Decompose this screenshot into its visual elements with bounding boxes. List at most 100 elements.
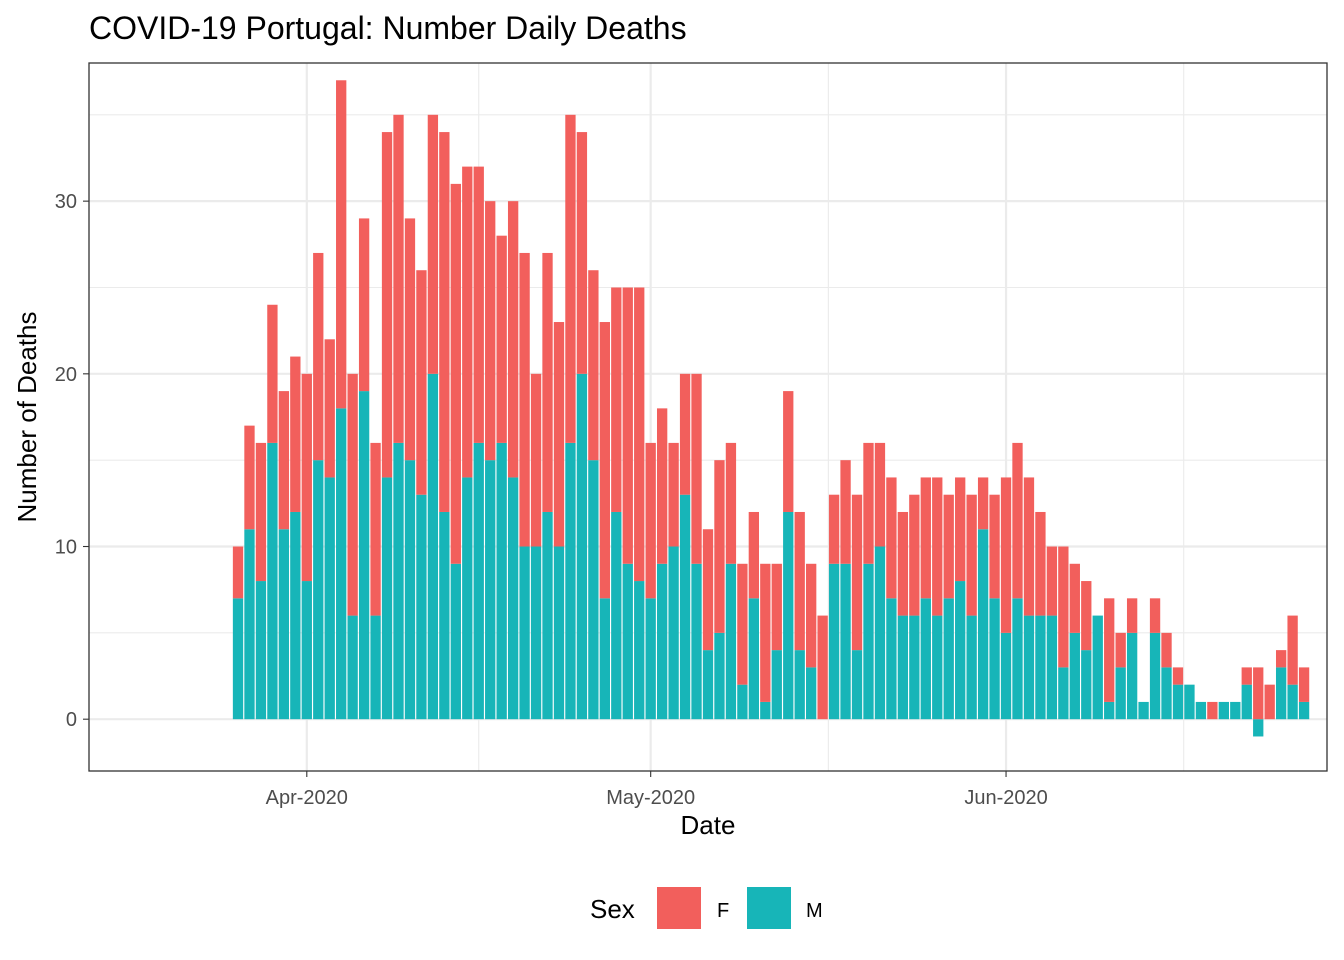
bar-f-49 — [794, 511, 805, 651]
legend: Sex F M — [590, 887, 823, 929]
bar-m-21 — [473, 442, 484, 720]
bar-f-25 — [519, 252, 530, 547]
bar-f-67 — [1000, 477, 1012, 633]
bar-f-93 — [1298, 667, 1310, 702]
bar-m-83 — [1184, 684, 1195, 720]
bar-f-38 — [668, 442, 679, 547]
bar-f-64 — [966, 494, 977, 616]
bar-f-8 — [324, 339, 335, 478]
bar-m-43 — [725, 563, 737, 720]
y-tick-label: 10 — [55, 537, 77, 559]
bar-f-65 — [977, 477, 989, 530]
bar-m-20 — [462, 477, 473, 720]
bar-m-35 — [634, 581, 645, 720]
bar-f-10 — [347, 373, 358, 616]
bar-m-36 — [645, 598, 656, 720]
bar-f-90 — [1264, 684, 1275, 720]
bar-m-40 — [691, 563, 702, 720]
bar-m-46 — [760, 701, 771, 720]
bar-m-71 — [1046, 615, 1058, 720]
plot-border — [88, 62, 1328, 772]
bar-m-68 — [1012, 598, 1023, 720]
bar-m-9 — [336, 408, 347, 720]
bar-m-92 — [1287, 684, 1298, 720]
bar-m-76 — [1104, 701, 1115, 720]
bar-f-39 — [679, 373, 691, 495]
bar-m-59 — [909, 615, 920, 720]
bar-m-18 — [439, 511, 450, 720]
bar-f-11 — [358, 218, 370, 392]
bar-m-3 — [267, 442, 278, 720]
bar-m-17 — [427, 373, 439, 720]
bar-f-76 — [1104, 598, 1115, 702]
bar-f-36 — [645, 442, 656, 599]
bar-f-89 — [1253, 667, 1264, 720]
bar-m-65 — [977, 529, 989, 720]
bar-m-52 — [828, 563, 840, 720]
legend-title: Sex — [590, 894, 635, 924]
bar-m-69 — [1023, 615, 1035, 720]
bar-m-29 — [565, 442, 576, 720]
bar-m-73 — [1069, 632, 1080, 720]
legend-swatch-f — [657, 887, 701, 929]
bar-f-47 — [771, 563, 782, 651]
bar-f-5 — [290, 356, 301, 512]
bar-m-15 — [404, 460, 416, 720]
bar-f-52 — [828, 494, 840, 564]
bar-m-1 — [244, 529, 255, 720]
bar-f-35 — [634, 287, 645, 582]
bar-m-42 — [714, 632, 725, 720]
bar-m-31 — [588, 460, 599, 720]
bar-m-64 — [966, 615, 977, 720]
bar-m-28 — [553, 546, 565, 720]
bar-m-84 — [1195, 701, 1207, 720]
bar-m-5 — [290, 511, 301, 720]
bar-f-43 — [725, 442, 737, 564]
bar-m-2 — [255, 581, 267, 720]
bar-f-9 — [336, 80, 347, 409]
bar-m-44 — [737, 684, 748, 720]
bar-m-45 — [748, 598, 760, 720]
bar-f-66 — [989, 494, 1000, 599]
bar-m-62 — [943, 598, 954, 720]
bar-f-55 — [863, 442, 874, 564]
bar-m-23 — [496, 442, 507, 720]
bar-m-14 — [393, 442, 404, 720]
bar-f-91 — [1275, 650, 1287, 668]
bar-f-12 — [370, 442, 381, 616]
bar-m-34 — [622, 563, 633, 720]
y-axis: 0 10 20 30 — [55, 191, 89, 731]
bar-f-48 — [783, 391, 794, 512]
bar-f-0 — [232, 546, 244, 599]
bar-f-62 — [943, 494, 954, 599]
bar-f-29 — [565, 114, 576, 443]
bar-f-77 — [1115, 632, 1126, 668]
bar-f-61 — [932, 477, 943, 616]
x-axis-title: Date — [681, 810, 736, 840]
bar-f-92 — [1287, 615, 1298, 685]
bar-m-60 — [920, 598, 931, 720]
bar-m-41 — [702, 650, 714, 720]
bar-m-53 — [840, 563, 851, 720]
bar-f-23 — [496, 235, 507, 443]
bar-f-22 — [485, 201, 496, 461]
bar-f-31 — [588, 270, 599, 461]
y-axis-title: Number of Deaths — [12, 312, 42, 523]
bar-f-68 — [1012, 442, 1023, 599]
bar-f-58 — [897, 511, 909, 616]
bar-m-58 — [897, 615, 909, 720]
bar-m-13 — [381, 477, 393, 720]
bar-f-18 — [439, 132, 450, 512]
bar-f-2 — [255, 442, 267, 582]
bar-f-73 — [1069, 563, 1080, 633]
bar-m-81 — [1161, 667, 1172, 720]
bar-m-47 — [771, 650, 782, 720]
bar-f-78 — [1126, 598, 1138, 633]
bar-m-93 — [1298, 701, 1310, 720]
bar-m-37 — [656, 563, 668, 720]
bar-f-14 — [393, 114, 404, 443]
bar-m-87 — [1230, 701, 1241, 720]
bar-m-49 — [794, 650, 805, 720]
bar-f-72 — [1058, 546, 1069, 668]
